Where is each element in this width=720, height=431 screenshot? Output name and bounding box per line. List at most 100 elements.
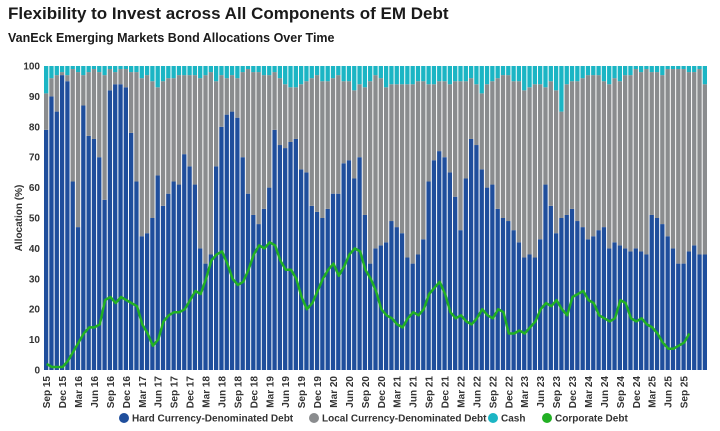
bar-hard-currency: [649, 214, 654, 370]
bar-local-currency: [224, 78, 229, 115]
bar-cash: [649, 66, 654, 73]
bar-local-currency: [198, 78, 203, 249]
bar-cash: [357, 66, 362, 85]
bar-cash: [160, 66, 166, 82]
bar-cash: [203, 66, 208, 76]
x-tick-label: Sep 17: [170, 376, 181, 409]
legend-swatch: [488, 413, 498, 423]
x-tick-label: Sep 22: [488, 376, 499, 409]
x-axis: Sep 15 Dec 15 Mar 16 Jun 16 Sep 16 Dec 16 Mar …: [42, 376, 690, 409]
bar-cash: [585, 66, 591, 76]
bar-hard-currency: [107, 90, 113, 370]
chart-subtitle: VanEck Emerging Markets Bond Allocations…: [8, 31, 335, 45]
bar-cash: [368, 66, 373, 82]
bar-hard-currency: [686, 251, 692, 370]
bar-cash: [670, 66, 676, 70]
bar-local-currency: [59, 72, 65, 76]
bar-local-currency: [139, 78, 144, 237]
bar-hard-currency: [383, 242, 389, 370]
bar-cash: [638, 66, 644, 73]
corporate-debt-line: [46, 241, 691, 369]
bar-local-currency: [538, 84, 543, 240]
bar-cash: [198, 66, 203, 79]
x-tick-label: Jun 20: [345, 376, 356, 408]
bar-local-currency: [394, 84, 399, 228]
bar-cash: [224, 66, 229, 79]
bar-local-currency: [431, 84, 437, 161]
bar-hard-currency: [559, 218, 564, 370]
x-tick-label: Sep 20: [361, 376, 372, 409]
bar-cash: [150, 66, 155, 82]
bar-hard-currency: [490, 184, 495, 370]
bar-hard-currency: [463, 178, 468, 370]
bar-hard-currency: [623, 248, 628, 370]
bar-cash: [309, 66, 314, 79]
y-tick-label: 80: [29, 122, 41, 133]
bar-hard-currency: [309, 205, 314, 370]
bar-hard-currency: [410, 263, 415, 370]
bar-cash: [123, 66, 128, 70]
bar-cash: [453, 66, 458, 82]
bar-cash: [580, 66, 585, 79]
bar-hard-currency: [346, 160, 352, 370]
bar-cash: [267, 66, 272, 76]
bar-hard-currency: [532, 257, 538, 370]
bar-hard-currency: [431, 160, 437, 370]
bar-local-currency: [532, 84, 538, 258]
bar-cash: [654, 66, 660, 73]
legend-label: Cash: [501, 414, 525, 425]
bar-local-currency: [102, 75, 107, 200]
bar-cash: [697, 66, 702, 70]
bar-cash: [458, 66, 463, 82]
bar-local-currency: [54, 75, 59, 112]
bar-local-currency: [298, 84, 304, 170]
bar-cash: [591, 66, 596, 76]
bar-hard-currency: [65, 81, 70, 370]
bar-cash: [325, 66, 330, 82]
bar-cash: [213, 66, 219, 82]
legend-label: Corporate Debt: [555, 414, 628, 425]
corporate-line-layer: [46, 241, 691, 369]
bar-local-currency: [272, 72, 277, 130]
bar-cash: [288, 66, 293, 88]
bar-local-currency: [256, 72, 261, 225]
bar-local-currency: [261, 75, 267, 209]
bar-cash: [171, 66, 176, 79]
bar-local-currency: [336, 75, 341, 194]
bar-hard-currency: [548, 205, 553, 370]
bar-cash: [623, 66, 628, 76]
bar-cash: [468, 66, 474, 79]
bar-hard-currency: [596, 230, 601, 370]
bar-hard-currency: [97, 157, 102, 370]
bar-cash: [410, 66, 415, 85]
bar-hard-currency: [654, 218, 660, 370]
bar-cash: [346, 66, 352, 82]
x-tick-label: Sep 25: [680, 376, 691, 409]
bar-local-currency: [506, 75, 511, 222]
legend: Hard Currency-Denominated Debt Local Curr…: [119, 413, 628, 425]
bar-hard-currency: [288, 142, 293, 370]
bar-hard-currency: [628, 251, 633, 370]
bar-local-currency: [596, 75, 601, 231]
bar-local-currency: [118, 69, 123, 85]
bar-local-currency: [660, 75, 665, 225]
bar-hard-currency: [272, 129, 277, 370]
bar-cash: [261, 66, 267, 76]
bar-local-currency: [155, 87, 160, 176]
bar-local-currency: [389, 84, 394, 222]
bar-local-currency: [601, 81, 607, 228]
bar-cash: [617, 66, 623, 82]
bar-local-currency: [623, 75, 628, 249]
bar-local-currency: [665, 69, 670, 237]
bar-local-currency: [495, 78, 500, 209]
bar-cash: [293, 66, 298, 88]
x-tick-label: Mar 23: [520, 376, 531, 408]
bar-local-currency: [638, 72, 644, 252]
bar-local-currency: [75, 72, 81, 228]
bar-local-currency: [208, 72, 213, 255]
bar-hard-currency: [224, 114, 229, 370]
bar-cash: [686, 66, 692, 73]
bar-cash: [298, 66, 304, 85]
bar-hard-currency: [479, 169, 484, 370]
bar-local-currency: [65, 75, 70, 82]
